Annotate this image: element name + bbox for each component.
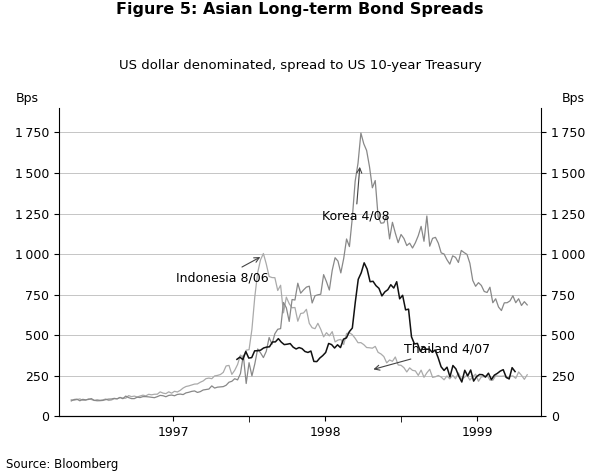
Text: Figure 5: Asian Long-term Bond Spreads: Figure 5: Asian Long-term Bond Spreads <box>116 2 484 18</box>
Text: Korea 4/08: Korea 4/08 <box>322 168 389 222</box>
Text: Indonesia 8/06: Indonesia 8/06 <box>176 258 269 284</box>
Title: US dollar denominated, spread to US 10-year Treasury: US dollar denominated, spread to US 10-y… <box>119 59 481 72</box>
Text: Source: Bloomberg: Source: Bloomberg <box>6 458 118 471</box>
Text: Thailand 4/07: Thailand 4/07 <box>374 342 490 370</box>
Text: Bps: Bps <box>561 92 584 105</box>
Text: Bps: Bps <box>16 92 39 105</box>
